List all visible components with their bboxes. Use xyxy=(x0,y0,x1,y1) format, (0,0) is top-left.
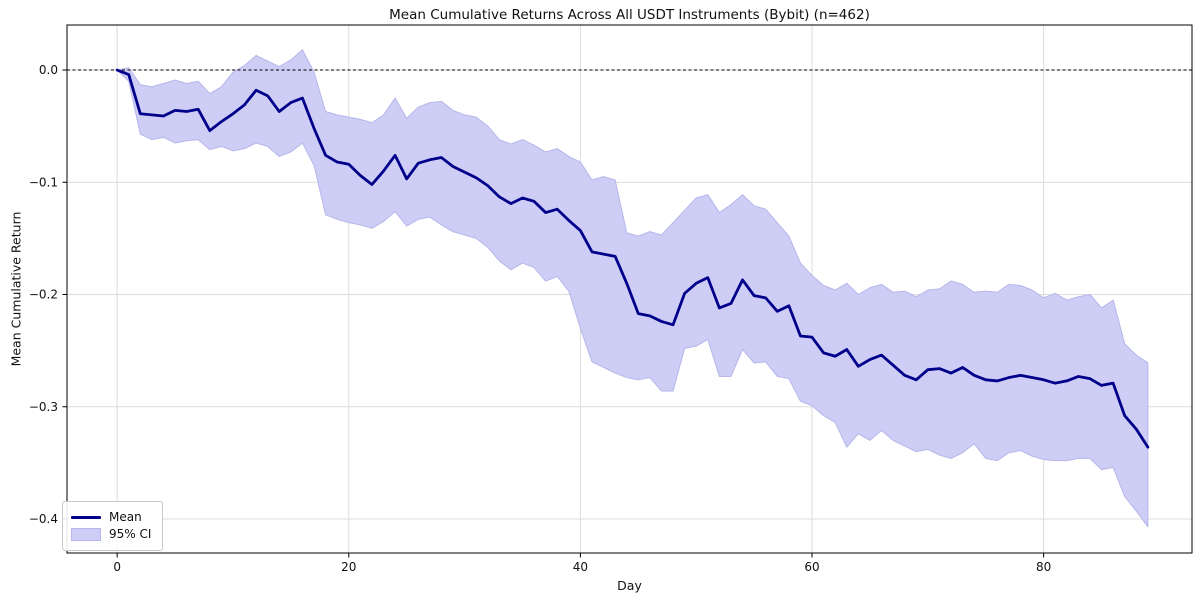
y-tick-label: −0.3 xyxy=(29,400,58,414)
x-tick-label: 40 xyxy=(573,560,588,574)
ci-band-swatch xyxy=(71,527,101,541)
legend-item-ci: 95% CI xyxy=(71,527,151,541)
y-axis-label: Mean Cumulative Return xyxy=(8,211,24,367)
x-tick-label: 0 xyxy=(113,560,121,574)
y-tick-label: −0.1 xyxy=(29,175,58,189)
legend-label-ci: 95% CI xyxy=(109,527,152,541)
legend-item-mean: Mean xyxy=(71,510,151,524)
mean-line xyxy=(115,68,1150,449)
x-axis-label: Day xyxy=(617,578,642,593)
mean-line-swatch xyxy=(71,515,101,519)
y-tick-label: −0.4 xyxy=(29,512,58,526)
x-tick-label: 80 xyxy=(1036,560,1051,574)
chart-title: Mean Cumulative Returns Across All USDT … xyxy=(389,7,870,23)
y-tick-label: 0.0 xyxy=(39,63,58,77)
plot-border xyxy=(66,24,1193,554)
x-tick-label: 20 xyxy=(341,560,356,574)
y-tick-label: −0.2 xyxy=(29,288,58,302)
legend-label-mean: Mean xyxy=(109,510,142,524)
x-tick-label: 60 xyxy=(804,560,819,574)
legend: Mean 95% CI xyxy=(62,501,164,551)
ci-band xyxy=(116,49,1149,528)
